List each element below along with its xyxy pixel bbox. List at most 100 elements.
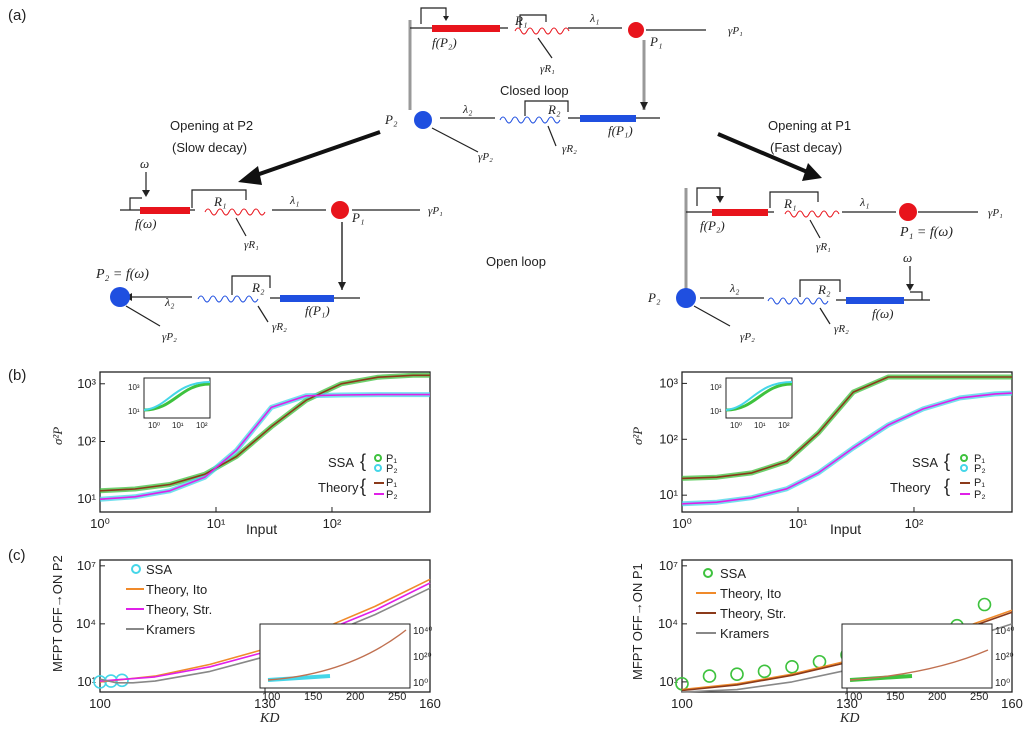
r1-left: R₁ [213, 194, 226, 209]
gamma-r2-right: γR₂ [834, 323, 849, 335]
gamma-p2-right: γP₂ [740, 331, 755, 343]
r2-left: R₂ [251, 280, 265, 295]
inset-y-tick-label: 10⁰ [995, 678, 1010, 689]
x-tick-label: 10¹ [789, 516, 808, 531]
legend-mark-ssa-p2-b-right [960, 464, 968, 472]
x-tick-label: 130 [836, 696, 858, 711]
lambda1-left: λ₁ [289, 193, 299, 207]
f-p2-label: f(P₂) [432, 35, 457, 50]
inset-y-tick-label: 10⁰ [413, 678, 428, 689]
x-tick-label: 10¹ [207, 516, 226, 531]
ylabel-c-left: MFPT OFF→ON P2 [50, 555, 65, 672]
inset-y-tick-label: 10²⁰ [995, 652, 1013, 663]
f-p1-label: f(P₁) [608, 123, 633, 138]
legend-ssa-b-right: SSA [912, 455, 938, 470]
opening-p1-label: Opening at P1 [768, 118, 851, 133]
f-p1-left: f(P₁) [305, 303, 330, 318]
x-tick-label: 100 [89, 696, 111, 711]
legend-mark-ssa-p1-b-left [374, 454, 382, 462]
p2-label-right: P₂ [647, 290, 661, 305]
y-tick-label: 10³ [77, 376, 96, 391]
legend-ssa-p2-b-right: P₂ [974, 463, 986, 475]
ylabel-b-left: σ²P [50, 427, 65, 445]
x-tick-label: 10⁰ [90, 516, 110, 531]
legend-ssa-p1-b-left: P₁ [386, 453, 397, 465]
p1-node-left [331, 201, 349, 219]
inset-y-tick-label: 10³ [128, 383, 140, 392]
mrna-r1 [514, 27, 570, 35]
gamma-p1-left: γP₁ [428, 205, 443, 217]
lambda1-label: λ₁ [589, 11, 599, 25]
legend-c-right-1: Theory, Ito [720, 586, 781, 601]
legend-c-right-0: SSA [720, 566, 746, 581]
inset-y-tick-label: 10⁴⁰ [995, 626, 1014, 637]
gamma-r2-left: γR₂ [272, 321, 287, 333]
xlabel-b-right: Input [830, 521, 861, 537]
opening-p2-sub: (Slow decay) [172, 140, 247, 155]
gene-right-top [712, 209, 768, 216]
brace-ssa-b-right: { [944, 451, 950, 471]
legend-c-right-2: Theory, Str. [720, 606, 786, 621]
y-tick-label: 10⁷ [659, 558, 678, 573]
open-loop-right: f(P₂) R₁ λ₁ γP₁ P₁ = f(ω) γR₁ ω f(ω) R₂ … [647, 187, 1003, 343]
r1-label: R₁ [514, 13, 527, 28]
r2-right: R₂ [817, 282, 831, 297]
open-loop-label: Open loop [486, 254, 546, 269]
legend-mark-c-right-0 [703, 568, 713, 578]
legend-b-right: SSA Theory { { P₁ P₂ P₁ P₂ [890, 451, 986, 501]
inset-line [267, 629, 407, 681]
y-tick-label: 10¹ [659, 674, 678, 689]
y-tick-label: 10¹ [659, 487, 678, 502]
inset-y-tick-label: 10¹ [128, 407, 140, 416]
legend-ssa-p1-b-right: P₁ [974, 453, 985, 465]
legend-c-left: SSA Theory, Ito Theory, Str. Kramers [126, 562, 212, 637]
ylabel-c-right: MFPT OFF→ON P1 [630, 563, 645, 680]
opening-p1-sub: (Fast decay) [770, 140, 842, 155]
mrna-r2 [499, 116, 561, 124]
y-tick-label: 10⁷ [77, 558, 96, 573]
p2-eq-left: P₂ = f(ω) [95, 267, 149, 282]
x-tick-label: 10² [905, 516, 924, 531]
inset-x-tick-label: 100 [262, 691, 280, 703]
f-omega-left: f(ω) [135, 216, 156, 231]
xlabel-b-left: Input [246, 521, 277, 537]
f-p2-right: f(P₂) [700, 218, 725, 233]
inset-x-tick-label: 10² [778, 421, 790, 430]
legend-b-left: SSA Theory { { P₁ P₂ P₁ P₂ [318, 451, 398, 501]
legend-c-right: SSA Theory, Ito Theory, Str. Kramers [696, 566, 786, 641]
gamma-r2-label: γR₂ [562, 143, 577, 155]
f-omega-right: f(ω) [872, 306, 893, 321]
lambda1-right: λ₁ [859, 195, 869, 209]
legend-c-left-3: Kramers [146, 622, 196, 637]
ssa-point [977, 597, 992, 612]
inset-x-tick-label: 100 [844, 691, 862, 703]
legend-c-left-2: Theory, Str. [146, 602, 212, 617]
panel-label-a: (a) [8, 7, 26, 24]
p1-node-right [899, 203, 917, 221]
plot-b-left: 10⁰ 10¹ 10² 10¹ 10² 10³ 10⁰ 10¹ 10² 10¹ 10³ [77, 371, 431, 531]
inset-x-tick-label: 10¹ [754, 421, 766, 430]
legend-ssa-p2-b-left: P₂ [386, 463, 398, 475]
gamma-r1-label: γR₁ [540, 63, 555, 75]
ssa-point [757, 664, 772, 679]
inset-y-tick-label: 10³ [710, 383, 722, 392]
p1-eq-right: P₁ = f(ω) [899, 225, 953, 240]
xlabel-c-right: KD [839, 711, 859, 726]
inset-x-tick-label: 10² [196, 421, 208, 430]
legend-th-p1-b-right: P₁ [974, 477, 985, 489]
legend-th-p2-b-right: P₂ [974, 489, 986, 501]
omega-left: ω [140, 156, 149, 171]
gamma-p2-left: γP₂ [162, 331, 177, 343]
arrow-open-p1 [717, 132, 813, 176]
omega-right: ω [903, 250, 912, 265]
inset-x-tick-label: 150 [304, 691, 322, 703]
y-tick-label: 10² [77, 433, 96, 448]
p2-node [414, 111, 432, 129]
p1-label-left: P₁ [351, 210, 364, 225]
x-tick-label: 10⁰ [672, 516, 692, 531]
y-tick-label: 10⁴ [658, 616, 678, 631]
r2-label: R₂ [547, 102, 561, 117]
legend-theory-b-left: Theory [318, 480, 359, 495]
